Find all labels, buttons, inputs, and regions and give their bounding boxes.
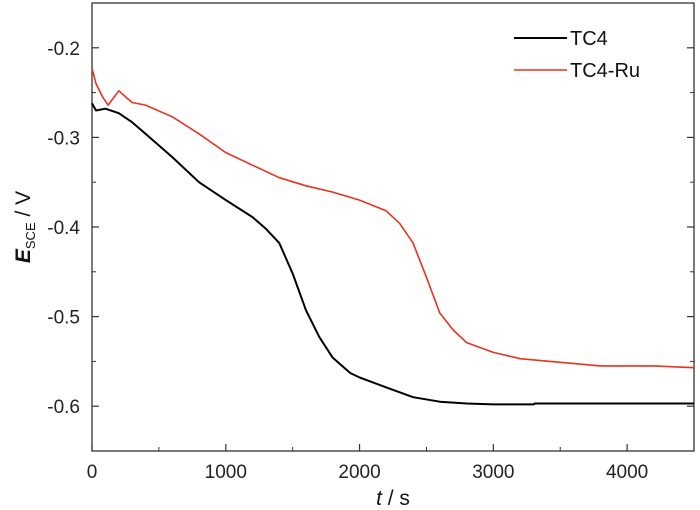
legend: TC4 TC4-Ru	[514, 28, 640, 82]
x-axis-unit: / s	[382, 487, 410, 510]
y-tick-label: -0.5	[47, 308, 80, 329]
y-axis-title: ESCE / V	[12, 191, 38, 263]
x-axis-var: t	[376, 487, 383, 510]
y-tick-label: -0.2	[47, 39, 80, 60]
y-tick-label: -0.6	[47, 397, 80, 418]
series-line-tc4	[91, 102, 694, 406]
x-tick-label: 4000	[606, 462, 648, 483]
series-line-tc4-ru	[91, 68, 695, 369]
y-axis-unit: / V	[12, 191, 35, 223]
y-tick-label: -0.4	[47, 218, 80, 239]
y-axis-var: E	[12, 248, 35, 263]
x-tick-label: 1000	[205, 462, 247, 483]
legend-label-tc4-ru: TC4-Ru	[570, 60, 640, 82]
y-tick-label: -0.3	[47, 128, 80, 149]
x-tick-label: 3000	[472, 462, 514, 483]
x-tick-label: 2000	[338, 462, 380, 483]
axis-ticks: 0 1000 2000 3000 4000 -0.2 -0.3 -0.4 -0.5 -0.6	[47, 39, 694, 483]
series-lines	[91, 68, 695, 406]
y-axis-sub: SCE	[23, 222, 38, 249]
x-tick-label: 0	[87, 462, 98, 483]
legend-label-tc4: TC4	[570, 28, 608, 50]
x-axis-title: t / s	[376, 487, 410, 510]
